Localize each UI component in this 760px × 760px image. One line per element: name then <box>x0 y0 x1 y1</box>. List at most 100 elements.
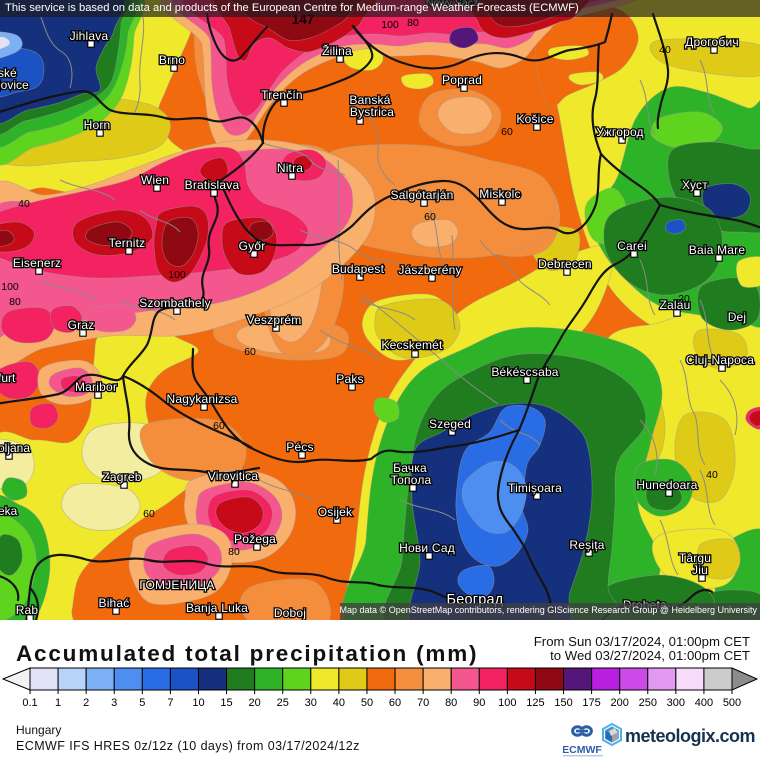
svg-text:furt: furt <box>0 371 16 385</box>
svg-text:10: 10 <box>192 697 204 709</box>
svg-text:7: 7 <box>167 697 173 709</box>
svg-text:Rab: Rab <box>16 603 39 617</box>
svg-text:125: 125 <box>526 697 544 709</box>
svg-text:Ternitz: Ternitz <box>109 236 146 250</box>
svg-text:Nitra: Nitra <box>277 161 303 175</box>
svg-text:100: 100 <box>498 697 516 709</box>
svg-text:0.1: 0.1 <box>22 697 37 709</box>
svg-text:Požega: Požega <box>234 532 276 546</box>
svg-text:80: 80 <box>228 546 240 558</box>
svg-text:40: 40 <box>333 697 345 709</box>
svg-text:ГОМЈЕНИЦА: ГОМЈЕНИЦА <box>139 578 214 592</box>
svg-text:60: 60 <box>424 211 436 223</box>
svg-text:20: 20 <box>678 293 690 305</box>
svg-text:Bihać: Bihać <box>98 596 129 610</box>
svg-text:Békéscsaba: Békéscsaba <box>491 365 558 379</box>
svg-text:oljana: oljana <box>0 441 30 455</box>
svg-text:50: 50 <box>361 697 373 709</box>
svg-text:Banská: Banská <box>349 93 390 107</box>
svg-text:80: 80 <box>9 296 21 308</box>
svg-text:Дрогобич: Дрогобич <box>685 35 739 49</box>
svg-text:Győr: Győr <box>239 239 266 253</box>
svg-text:1: 1 <box>55 697 61 709</box>
svg-text:25: 25 <box>277 697 289 709</box>
svg-text:Bystrica: Bystrica <box>350 105 394 119</box>
svg-text:Reșița: Reșița <box>569 538 604 552</box>
svg-text:200: 200 <box>611 697 629 709</box>
svg-text:Топола: Топола <box>391 473 432 487</box>
svg-text:Žilina: Žilina <box>322 43 352 58</box>
svg-text:20: 20 <box>249 697 261 709</box>
svg-text:Wien: Wien <box>141 173 169 187</box>
svg-text:3: 3 <box>111 697 117 709</box>
svg-text:300: 300 <box>667 697 685 709</box>
svg-text:40: 40 <box>706 469 718 481</box>
svg-text:Budapest: Budapest <box>332 262 385 276</box>
svg-text:Jihlava: Jihlava <box>70 29 109 43</box>
svg-text:500: 500 <box>723 697 741 709</box>
svg-text:Banja Luka: Banja Luka <box>186 601 248 615</box>
svg-text:ECMWF: ECMWF <box>563 744 602 756</box>
svg-text:Carei: Carei <box>617 239 647 253</box>
svg-text:Zagreb: Zagreb <box>102 470 141 484</box>
svg-text:Paks: Paks <box>336 372 363 386</box>
svg-text:Бачка: Бачка <box>393 461 427 475</box>
svg-text:Timișoara: Timișoara <box>508 481 562 495</box>
svg-text:90: 90 <box>473 697 485 709</box>
svg-text:Graz: Graz <box>68 318 95 332</box>
svg-text:Osijek: Osijek <box>318 505 353 519</box>
svg-text:meteologix.com: meteologix.com <box>625 726 755 746</box>
svg-text:Košice: Košice <box>516 112 553 126</box>
svg-text:Eisenerz: Eisenerz <box>13 256 61 270</box>
svg-text:Debrecen: Debrecen <box>538 257 592 271</box>
svg-text:Poprad: Poprad <box>442 73 482 87</box>
svg-text:150: 150 <box>554 697 572 709</box>
svg-text:Veszprém: Veszprém <box>247 313 302 327</box>
svg-text:70: 70 <box>417 697 429 709</box>
svg-text:Horn: Horn <box>84 118 111 132</box>
svg-text:Szeged: Szeged <box>429 417 471 431</box>
svg-text:100: 100 <box>168 269 186 281</box>
svg-text:40: 40 <box>659 44 671 56</box>
svg-text:Zalău: Zalău <box>659 298 690 312</box>
svg-text:Jászberény: Jászberény <box>398 263 461 277</box>
svg-text:80: 80 <box>407 17 419 29</box>
svg-text:Bratislava: Bratislava <box>185 178 240 192</box>
svg-text:2: 2 <box>83 697 89 709</box>
svg-text:Cluj-Napoca: Cluj-Napoca <box>686 353 754 367</box>
svg-text:Хуст: Хуст <box>682 178 708 192</box>
svg-text:ské: ské <box>0 66 17 80</box>
svg-text:Ужгород: Ужгород <box>596 125 644 139</box>
svg-text:175: 175 <box>582 697 600 709</box>
svg-text:Maribor: Maribor <box>75 380 117 394</box>
svg-text:60: 60 <box>501 126 513 138</box>
svg-text:60: 60 <box>389 697 401 709</box>
svg-text:80: 80 <box>445 697 457 709</box>
svg-text:5: 5 <box>139 697 145 709</box>
svg-text:Hunedoara: Hunedoara <box>636 478 697 492</box>
svg-text:60: 60 <box>244 346 256 358</box>
svg-text:250: 250 <box>639 697 657 709</box>
svg-text:Doboj: Doboj <box>274 606 306 620</box>
svg-text:Miskolc: Miskolc <box>479 187 520 201</box>
svg-text:Trenčín: Trenčín <box>261 88 303 102</box>
svg-text:30: 30 <box>305 697 317 709</box>
svg-text:Brno: Brno <box>159 53 185 67</box>
svg-text:60: 60 <box>213 420 225 432</box>
svg-text:Baia Mare: Baia Mare <box>689 243 746 257</box>
svg-text:Szombathely: Szombathely <box>139 296 211 310</box>
svg-text:jovice: jovice <box>0 78 29 92</box>
svg-text:100: 100 <box>1 281 19 293</box>
svg-text:60: 60 <box>143 508 155 520</box>
svg-text:Târgu: Târgu <box>679 551 711 565</box>
svg-text:400: 400 <box>695 697 713 709</box>
svg-text:Pécs: Pécs <box>286 440 313 454</box>
svg-text:eka: eka <box>0 504 18 518</box>
svg-text:Jiu: Jiu <box>692 563 708 577</box>
svg-text:Salgótarján: Salgótarján <box>391 188 454 202</box>
svg-text:Kecskemét: Kecskemét <box>381 338 443 352</box>
svg-text:100: 100 <box>381 19 399 31</box>
svg-text:Dej: Dej <box>728 310 747 324</box>
svg-text:Нови Сад: Нови Сад <box>399 541 455 555</box>
svg-text:40: 40 <box>18 198 30 210</box>
